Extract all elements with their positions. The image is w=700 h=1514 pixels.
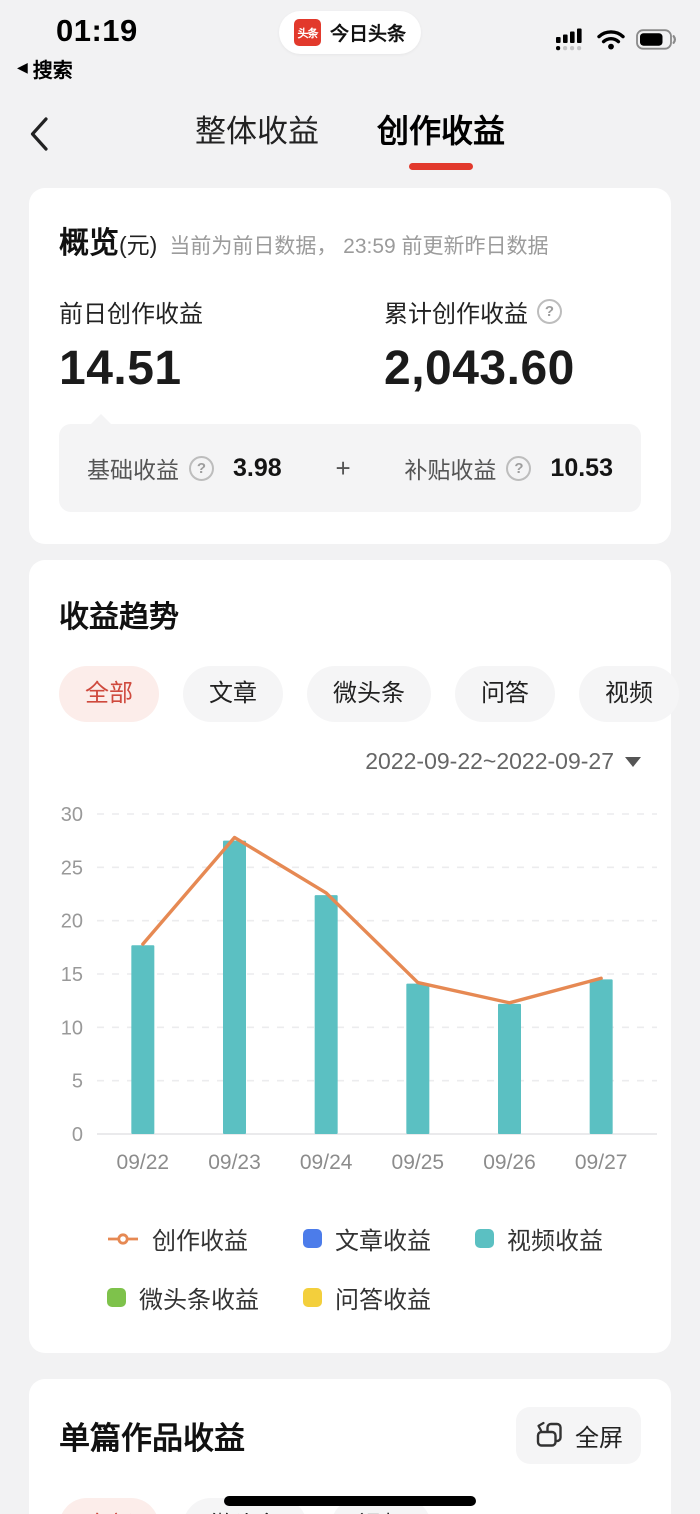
tab-bar: 整体收益 创作收益 xyxy=(0,94,700,180)
plus-sign: + xyxy=(335,452,351,483)
legend-item: 问答收益 xyxy=(303,1280,475,1315)
square-marker-icon xyxy=(107,1288,126,1307)
status-icons xyxy=(556,27,678,51)
legend-item: 视频收益 xyxy=(475,1221,603,1256)
svg-text:09/26: 09/26 xyxy=(483,1151,536,1174)
income-trend-card: 收益趋势 全部 文章 微头条 问答 视频 2022-09-22~2022-09-27 0… xyxy=(29,560,679,1353)
filter-chip[interactable]: 微头条 xyxy=(307,666,431,722)
back-to-previous-app[interactable]: ◀ 搜索 xyxy=(17,54,73,83)
trend-title: 收益趋势 xyxy=(59,601,179,634)
help-icon[interactable]: ? xyxy=(189,455,214,481)
svg-text:30: 30 xyxy=(61,804,83,826)
filter-chip[interactable]: 文章 xyxy=(183,666,283,722)
legend-label: 视频收益 xyxy=(507,1228,603,1255)
app-badge[interactable]: 头条 今日头条 xyxy=(278,11,422,54)
tab-overall-income[interactable]: 整体收益 xyxy=(194,114,319,149)
legend-label: 创作收益 xyxy=(152,1228,248,1255)
help-icon[interactable]: ? xyxy=(506,455,532,481)
legend-item: 文章收益 xyxy=(303,1221,475,1256)
svg-text:5: 5 xyxy=(72,1071,83,1093)
overview-unit: (元) xyxy=(119,232,158,258)
works-header: 单篇作品收益 全屏 xyxy=(59,1407,641,1464)
subsidy-income-value: 10.53 xyxy=(550,453,613,482)
legend-item: 微头条收益 xyxy=(107,1280,303,1315)
fullscreen-label: 全屏 xyxy=(575,1425,623,1452)
yesterday-income-label: 前日创作收益 xyxy=(59,301,203,328)
income-tabs: 整体收益 创作收益 xyxy=(0,94,700,170)
legend-item: 创作收益 xyxy=(107,1221,303,1256)
overview-stats: 前日创作收益 累计创作收益 ? 14.51 2,043.60 xyxy=(59,294,641,396)
svg-text:09/22: 09/22 xyxy=(117,1151,170,1174)
base-income-value: 3.98 xyxy=(233,453,282,482)
legend-label: 问答收益 xyxy=(335,1287,431,1314)
svg-text:15: 15 xyxy=(61,964,83,986)
legend-label: 微头条收益 xyxy=(139,1287,259,1314)
rotate-fullscreen-icon xyxy=(536,1421,562,1447)
app-badge-name: 今日头条 xyxy=(329,24,407,45)
wifi-icon xyxy=(597,29,625,49)
date-range-selector[interactable]: 2022-09-22~2022-09-27 xyxy=(29,748,671,775)
total-income-label: 累计创作收益 ? xyxy=(384,294,641,329)
overview-note: 当前为前日数据， 23:59 前更新昨日数据 xyxy=(169,235,549,258)
svg-text:25: 25 xyxy=(61,857,83,879)
status-bar: 01:19 头条 今日头条 xyxy=(0,0,700,94)
date-range-label: 2022-09-22~2022-09-27 xyxy=(365,748,614,774)
legend-label: 文章收益 xyxy=(335,1228,431,1255)
chevron-down-icon xyxy=(625,756,641,767)
back-triangle-icon: ◀ xyxy=(17,59,28,75)
svg-text:09/27: 09/27 xyxy=(575,1151,628,1174)
works-title: 单篇作品收益 xyxy=(59,1421,245,1456)
chart-legend: 创作收益 文章收益 视频收益微头条收益 问答收益 xyxy=(29,1221,671,1315)
yesterday-income-value: 14.51 xyxy=(59,342,182,395)
filter-chip[interactable]: 视频 xyxy=(579,666,679,722)
square-marker-icon xyxy=(303,1229,322,1248)
clock: 01:19 xyxy=(56,13,138,48)
cellular-signal-icon xyxy=(556,28,582,51)
svg-text:09/24: 09/24 xyxy=(300,1151,353,1174)
svg-text:09/23: 09/23 xyxy=(208,1151,261,1174)
active-tab-underline xyxy=(408,163,473,170)
total-income-value: 2,043.60 xyxy=(384,342,575,395)
trend-filter-chips: 全部 文章 微头条 问答 视频 xyxy=(29,666,679,722)
toutiao-logo-icon: 头条 xyxy=(293,19,321,46)
income-breakdown: 基础收益 ? 3.98 + 补贴收益 ? 10.53 xyxy=(59,414,641,512)
fullscreen-button[interactable]: 全屏 xyxy=(516,1407,641,1464)
filter-chip[interactable]: 全部 xyxy=(59,1498,159,1514)
legend-row: 微头条收益 问答收益 xyxy=(107,1280,671,1315)
back-chevron-icon[interactable] xyxy=(27,114,51,154)
overview-card: 概览 (元) 当前为前日数据， 23:59 前更新昨日数据 前日创作收益 累计创… xyxy=(29,188,671,544)
overview-title: 概览 xyxy=(59,227,119,260)
square-marker-icon xyxy=(475,1229,494,1248)
tab-creation-income[interactable]: 创作收益 xyxy=(377,106,505,170)
home-indicator[interactable] xyxy=(224,1496,476,1506)
line-marker-icon xyxy=(108,1232,138,1245)
svg-text:09/25: 09/25 xyxy=(392,1151,445,1174)
base-income: 基础收益 ? 3.98 xyxy=(87,453,282,484)
svg-text:10: 10 xyxy=(61,1017,83,1039)
battery-icon xyxy=(636,28,676,50)
trend-chart: 0 5 10 15 20 25 30 09/22 09/23 09/24 09/25 09/26 09/… xyxy=(61,804,657,1174)
square-marker-icon xyxy=(303,1288,322,1307)
filter-chip[interactable]: 全部 xyxy=(59,666,159,722)
svg-text:0: 0 xyxy=(72,1124,83,1146)
back-to-app-label: 搜索 xyxy=(32,60,73,82)
legend-row: 创作收益 文章收益 视频收益 xyxy=(107,1221,671,1256)
per-work-income-card: 单篇作品收益 全屏 全部微头条视频 xyxy=(29,1379,671,1514)
svg-text:20: 20 xyxy=(61,911,83,933)
filter-chip[interactable]: 问答 xyxy=(455,666,555,722)
overview-header: 概览 (元) 当前为前日数据， 23:59 前更新昨日数据 xyxy=(59,218,641,262)
subsidy-income: 补贴收益 ? 10.53 xyxy=(404,453,613,484)
help-icon[interactable]: ? xyxy=(537,299,562,324)
